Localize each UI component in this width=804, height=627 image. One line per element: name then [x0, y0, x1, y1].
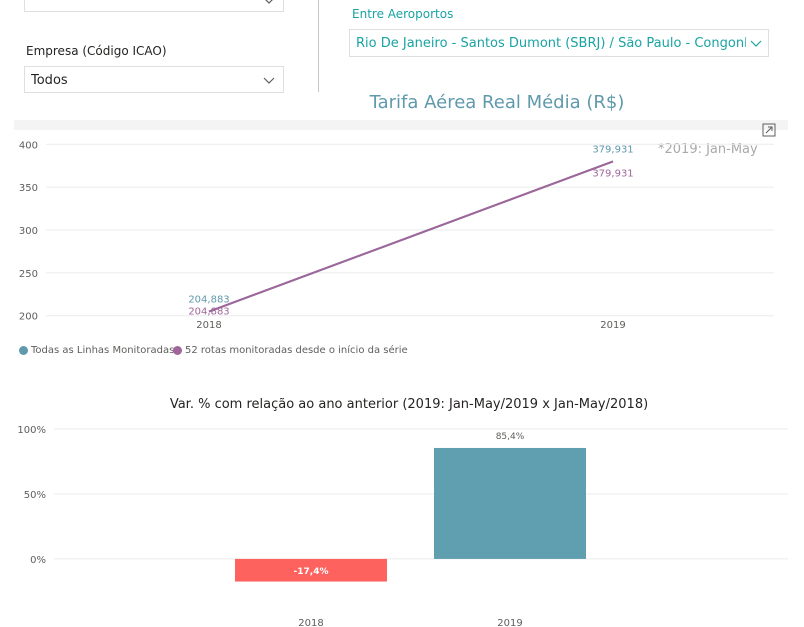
x-tick-label: 2019	[600, 320, 625, 331]
empresa-value: Todos	[31, 73, 68, 88]
series-line[interactable]	[208, 160, 614, 313]
bar-chart-title: Var. % com relação ao ano anterior (2019…	[169, 397, 649, 412]
data-label: 85,4%	[496, 432, 525, 442]
legend-label-todas: Todas as Linhas Monitoradas	[31, 345, 175, 356]
legend-label-52-rotas: 52 rotas monitoradas desde o início da s…	[185, 345, 408, 356]
filter-divider	[318, 0, 319, 92]
chevron-down-icon	[750, 40, 762, 47]
line-chart-title: Tarifa Aérea Real Média (R$)	[369, 92, 625, 113]
y-tick-label: 0%	[30, 555, 46, 566]
x-tick-label: 2018	[196, 320, 221, 331]
chevron-down-icon	[263, 77, 275, 84]
aeroportos-label: Entre Aeroportos	[352, 7, 454, 21]
chevron-down-icon	[265, 0, 273, 4]
aeroportos-dropdown[interactable]: Rio De Janeiro - Santos Dumont (SBRJ) / …	[349, 29, 769, 57]
chart-note: *2019: Jan-May	[658, 142, 758, 157]
empresa-label: Empresa (Código ICAO)	[26, 44, 167, 58]
legend-dot-52-rotas	[173, 345, 182, 355]
bar[interactable]	[235, 558, 387, 582]
empresa-dropdown[interactable]: Todos	[24, 66, 284, 93]
x-tick-label: 2019	[497, 618, 522, 627]
y-tick-label: 50%	[24, 490, 46, 501]
aeroportos-value: Rio De Janeiro - Santos Dumont (SBRJ) / …	[356, 36, 746, 51]
y-tick-label: 100%	[17, 425, 46, 436]
legend-item-todas[interactable]: Todas as Linhas Monitoradas	[19, 345, 174, 356]
legend-dot-todas	[19, 345, 28, 355]
bar-chart: 0% 50% 100% -17,4% 2018 85,4% 2019	[17, 425, 788, 627]
data-label: 204,883	[188, 307, 229, 318]
y-tick-label: 250	[19, 269, 38, 280]
data-label: 204,883	[188, 295, 229, 306]
data-label: 379,931	[592, 144, 633, 155]
data-label: -17,4%	[294, 567, 329, 577]
y-tick-label: 350	[19, 183, 38, 194]
expand-icon[interactable]	[762, 123, 776, 137]
x-tick-label: 2018	[298, 618, 323, 627]
y-tick-label: 400	[19, 140, 38, 151]
line-chart-panel	[14, 120, 788, 130]
data-label: 379,931	[592, 168, 633, 179]
bar[interactable]	[434, 447, 586, 559]
y-tick-label: 300	[19, 226, 38, 237]
y-tick-label: 200	[19, 312, 38, 323]
legend-item-52-rotas[interactable]: 52 rotas monitoradas desde o início da s…	[173, 345, 408, 356]
top-filter-dropdown[interactable]	[24, 0, 284, 12]
